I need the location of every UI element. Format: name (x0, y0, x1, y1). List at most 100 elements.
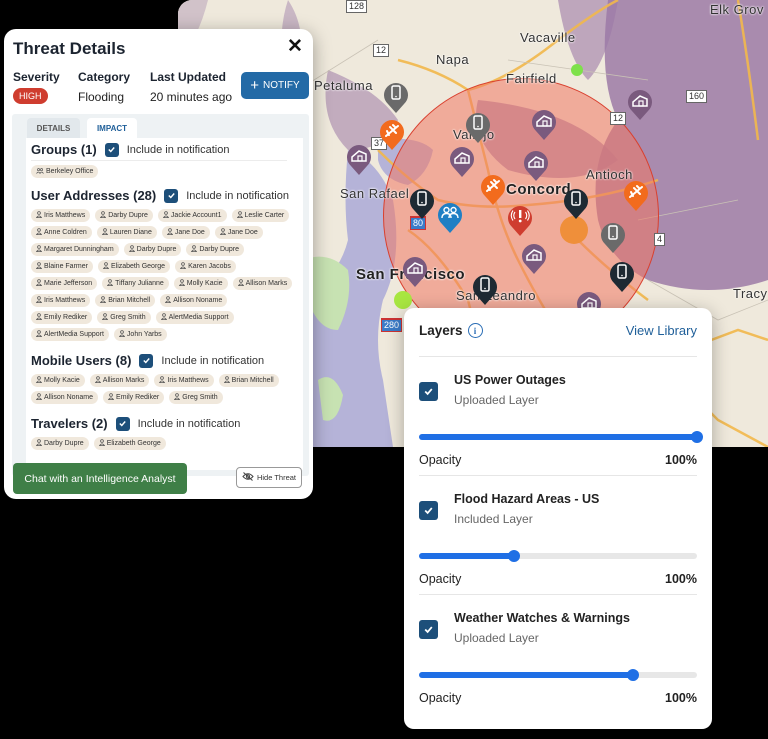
user-chip[interactable]: Emily Rediker (103, 391, 165, 404)
property-pin-icon[interactable] (401, 254, 429, 288)
mobile-device-pin-icon[interactable] (608, 259, 636, 293)
user-chip[interactable]: Darby Dupre (186, 243, 245, 256)
airport-pin-icon[interactable] (479, 172, 507, 206)
notify-button[interactable]: + NOTIFY (241, 72, 309, 99)
tab-details[interactable]: DETAILS (27, 118, 80, 138)
opacity-slider[interactable] (419, 550, 697, 562)
mobile-device-pin-icon[interactable] (464, 110, 492, 144)
cluster-dot-orange[interactable] (560, 216, 588, 244)
threat-details-panel: Threat Details ✕ Severity HIGH Category … (4, 29, 313, 499)
property-pin-icon[interactable] (345, 142, 373, 176)
group-pin-icon[interactable] (436, 200, 464, 234)
user-chip[interactable]: Allison Marks (232, 277, 293, 290)
chip-label: Lauren Diane (109, 229, 152, 236)
slider-thumb[interactable] (627, 669, 640, 681)
opacity-slider[interactable] (419, 431, 703, 443)
map-label-petaluma: Petaluma (314, 78, 373, 93)
property-pin-icon[interactable] (520, 241, 548, 275)
user-chip[interactable]: Leslie Carter (231, 209, 290, 222)
chat-analyst-button[interactable]: Chat with an Intelligence Analyst (13, 463, 187, 494)
user-chip[interactable]: Jane Doe (161, 226, 210, 239)
mobile-device-pin-icon[interactable] (599, 220, 627, 254)
route-shield-12: 12 (373, 44, 390, 57)
user-chip[interactable]: Iris Matthews (31, 209, 91, 222)
travelers-include-label: Include in notification (137, 417, 241, 430)
group-chip[interactable]: Berkeley Office (31, 165, 99, 178)
mobile-device-pin-icon[interactable] (408, 186, 436, 220)
status-dot-lime[interactable] (394, 291, 412, 309)
user-chip[interactable]: Jackie Account1 (157, 209, 227, 222)
view-library-link[interactable]: View Library (625, 323, 697, 338)
info-icon[interactable]: i (467, 323, 483, 338)
user-chip[interactable]: Darby Dupre (31, 437, 89, 450)
user-chip[interactable]: Darby Dupre (95, 209, 153, 222)
travelers-include-checkbox[interactable] (115, 416, 130, 431)
chip-label: Brian Mitchell (108, 297, 151, 304)
user-chip[interactable]: Allison Noname (160, 294, 228, 307)
user-chip[interactable]: Jane Doe (214, 226, 263, 239)
group-icon (36, 167, 44, 176)
property-pin-icon[interactable] (522, 148, 550, 182)
user-chip[interactable]: Margaret Dunningham (31, 243, 119, 256)
mobile-include-checkbox[interactable] (139, 353, 154, 368)
airport-pin-icon[interactable] (378, 117, 406, 151)
user-chip[interactable]: Brian Mitchell (95, 294, 156, 307)
route-shield-128: 128 (346, 0, 368, 13)
property-pin-icon[interactable] (530, 107, 558, 141)
user-chip[interactable]: Lauren Diane (96, 226, 157, 239)
user-chip[interactable]: Greg Smith (97, 311, 151, 324)
impact-tab-content[interactable]: Groups (1) Include in notification Berke… (26, 138, 303, 470)
user-chip[interactable]: Blaine Farmer (31, 260, 93, 273)
threat-alert-pin-icon[interactable] (506, 203, 534, 237)
user-chip[interactable]: Molly Kacie (31, 374, 85, 387)
user-chip[interactable]: Brian Mitchell (218, 374, 279, 387)
slider-fill (419, 672, 634, 678)
mobile-device-pin-icon[interactable] (471, 272, 499, 306)
user-chip[interactable]: Elizabeth George (97, 260, 171, 273)
user-chip[interactable]: Iris Matthews (31, 294, 91, 307)
slider-thumb[interactable] (691, 431, 703, 443)
layer-toggle-checkbox[interactable] (419, 501, 438, 520)
chip-label: Tiffany Julianne (115, 280, 164, 287)
addresses-include-checkbox[interactable] (164, 188, 179, 203)
user-chip[interactable]: Marie Jefferson (31, 277, 98, 290)
tab-impact[interactable]: IMPACT (87, 118, 137, 138)
user-chip[interactable]: Molly Kacie (173, 277, 228, 290)
user-chip[interactable]: Allison Noname (31, 391, 99, 404)
status-dot-green[interactable] (571, 64, 583, 76)
interstate-shield-280: 280 (381, 318, 403, 332)
user-chip[interactable]: Karen Jacobs (175, 260, 236, 273)
opacity-slider[interactable] (419, 669, 697, 681)
chip-label: Jane Doe (174, 229, 205, 236)
slider-thumb[interactable] (507, 550, 520, 562)
user-chip[interactable]: Iris Matthews (154, 374, 214, 387)
groups-include-checkbox[interactable] (104, 142, 119, 157)
layer-type: Included Layer (454, 512, 533, 526)
layer-toggle-checkbox[interactable] (419, 620, 438, 639)
user-chip[interactable]: John Yarbs (113, 328, 167, 341)
map-label-concord: Concord (506, 181, 572, 198)
property-pin-icon[interactable] (448, 144, 476, 178)
mobile-device-pin-icon[interactable] (382, 80, 410, 114)
mobile-device-pin-icon[interactable] (562, 186, 590, 220)
user-chip[interactable]: Darby Dupre (123, 243, 182, 256)
user-chip[interactable]: Anne Coldren (31, 226, 92, 239)
hide-threat-button[interactable]: Hide Threat (236, 467, 302, 488)
user-chip[interactable]: Allison Marks (89, 374, 150, 387)
layer-toggle-checkbox[interactable] (419, 382, 438, 401)
user-chip[interactable]: Emily Rediker (31, 311, 93, 324)
mobile-include-label: Include in notification (161, 354, 265, 367)
user-chip[interactable]: AlertMedia Support (31, 328, 109, 341)
map-label-san-rafael: San Rafael (340, 186, 410, 201)
airport-pin-icon[interactable] (622, 178, 650, 212)
user-chip[interactable]: Greg Smith (169, 391, 223, 404)
person-icon (101, 228, 108, 237)
divider (419, 475, 697, 476)
user-chip[interactable]: Elizabeth George (93, 437, 166, 450)
user-chip[interactable]: Tiffany Julianne (102, 277, 169, 290)
tabs-container: DETAILS IMPACT Groups (1) Include in not… (12, 114, 309, 476)
user-chip[interactable]: AlertMedia Support (155, 311, 234, 324)
property-pin-icon[interactable] (626, 87, 654, 121)
category-field: Category Flooding (78, 70, 130, 104)
close-icon[interactable]: ✕ (287, 36, 303, 57)
